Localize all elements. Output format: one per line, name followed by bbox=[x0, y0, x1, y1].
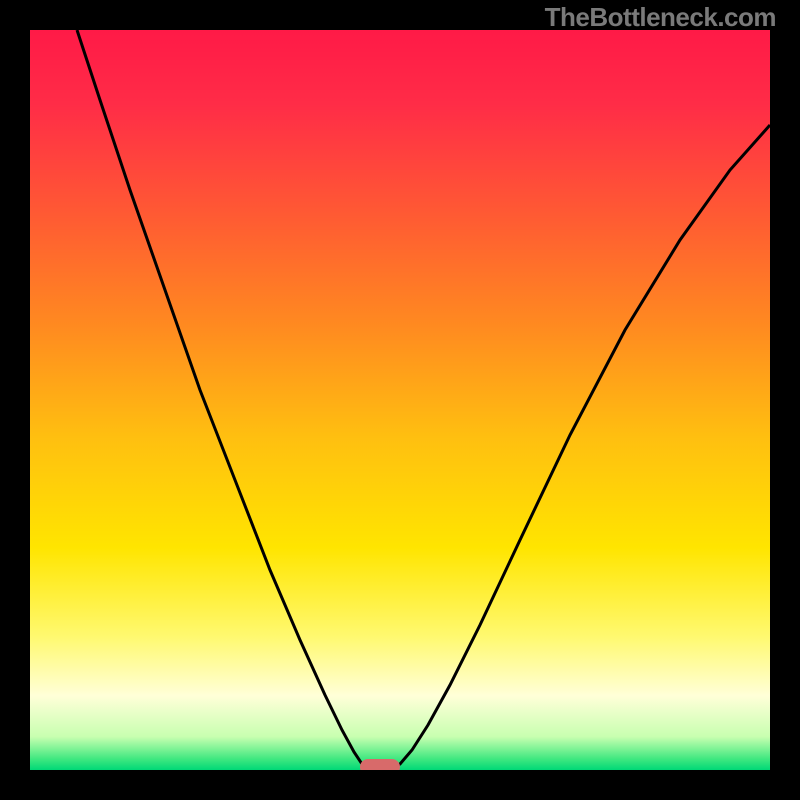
watermark-text: TheBottleneck.com bbox=[545, 2, 776, 33]
chart-svg bbox=[0, 0, 800, 800]
gradient-background bbox=[30, 30, 770, 770]
plot-area bbox=[30, 30, 770, 775]
